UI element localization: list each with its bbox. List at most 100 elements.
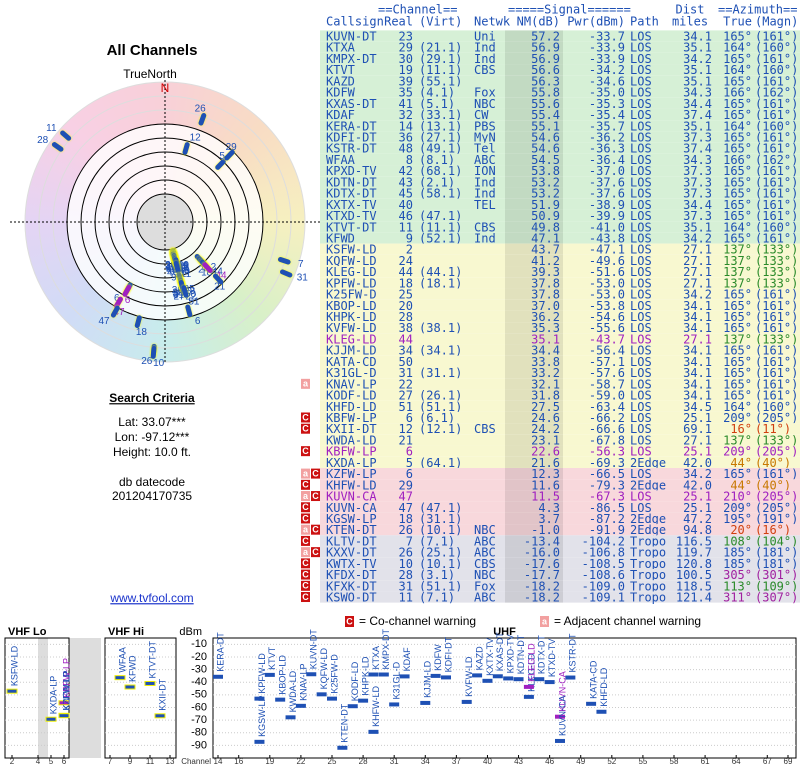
cell: KLEG-LD xyxy=(326,332,377,346)
signal-bar xyxy=(503,676,514,681)
nm-column-shade xyxy=(505,176,563,188)
nm-column-shade xyxy=(505,41,563,53)
cell: KSFW-LD xyxy=(326,243,377,257)
cell: (161°) xyxy=(755,467,798,481)
cell: (104°) xyxy=(755,534,798,548)
column-header: True xyxy=(723,15,752,29)
cell: (162°) xyxy=(755,153,798,167)
x-tick-label: 64 xyxy=(732,757,741,766)
cell: 37.8 xyxy=(531,276,560,290)
y-tick-label: -40 xyxy=(191,676,207,688)
warning-letter: a xyxy=(303,379,309,389)
station-label: 24 xyxy=(198,265,210,276)
cell: -53.0 xyxy=(589,288,625,302)
cell: LOS xyxy=(630,344,652,358)
cell: (11.1) xyxy=(419,220,462,234)
cell: 35 xyxy=(399,86,413,100)
cell: 31 xyxy=(399,366,413,380)
warning-icon xyxy=(301,580,310,591)
station-label: 18 xyxy=(136,327,148,338)
cell: (161°) xyxy=(755,198,798,212)
cell: 51.9 xyxy=(531,198,560,212)
cell: ABC xyxy=(474,546,496,560)
cell: -43.8 xyxy=(589,231,625,245)
station-mark xyxy=(212,273,224,285)
station-mark xyxy=(280,269,293,278)
cell: KGSW-LP xyxy=(326,512,377,526)
cell: CBS xyxy=(474,422,496,436)
signal-label: KDFI-DT xyxy=(443,636,453,672)
cell: KODF-LD xyxy=(326,389,377,403)
cell: Ind xyxy=(474,52,496,66)
cell: 35.1 xyxy=(683,41,712,55)
cell: (205°) xyxy=(755,411,798,425)
cell: KFDX-DT xyxy=(326,568,377,582)
cell: (58.1) xyxy=(419,187,462,201)
cell: -108.5 xyxy=(582,557,625,571)
cell: LOS xyxy=(630,321,652,335)
cell: Tropo xyxy=(630,568,666,582)
station-mark xyxy=(51,142,64,152)
cell: 37.4 xyxy=(683,142,712,156)
x-tick-label: 40 xyxy=(483,757,492,766)
cell: CBS xyxy=(474,557,496,571)
cell: (160°) xyxy=(755,119,798,133)
warning-icon xyxy=(301,547,310,558)
cell: (5.1) xyxy=(419,97,455,111)
cell: (11°) xyxy=(755,422,791,436)
signal-label: KLEG-LD xyxy=(526,643,536,682)
cell: KTXD-TV xyxy=(326,209,377,223)
cell: 37.3 xyxy=(683,175,712,189)
nm-column-shade xyxy=(505,557,563,569)
cell: 24 xyxy=(399,254,413,268)
station-label: 6 xyxy=(114,293,120,304)
signal-bar xyxy=(420,700,431,705)
cell: 18 xyxy=(399,512,413,526)
station-label: 6 xyxy=(125,295,131,306)
cell: (7.1) xyxy=(419,591,455,605)
row-background xyxy=(320,322,800,334)
cell: 37.0 xyxy=(531,299,560,313)
cell: 165° xyxy=(723,130,752,144)
signal-label: KZFW-LP xyxy=(61,671,71,710)
cell: 6 xyxy=(406,445,413,459)
cell: -43.7 xyxy=(589,332,625,346)
cell: Tropo xyxy=(630,591,666,605)
cell: KUVN-CA xyxy=(326,501,377,515)
cell: 137° xyxy=(723,276,752,290)
cell: -56.3 xyxy=(589,445,625,459)
signal-bar xyxy=(513,677,524,682)
cell: 137° xyxy=(723,243,752,257)
signal-label: KSTR-DT xyxy=(568,633,578,672)
row-background xyxy=(320,221,800,233)
cell: (31.1) xyxy=(419,512,462,526)
row-background xyxy=(320,277,800,289)
cell: 19 xyxy=(399,63,413,77)
station-mark xyxy=(182,142,190,155)
station-label: 12 xyxy=(190,132,202,143)
nm-column-shade xyxy=(505,580,563,592)
signal-label: KTEN-DT xyxy=(340,703,350,742)
x-tick-label: 19 xyxy=(265,757,274,766)
site-link[interactable]: www.tvfool.com xyxy=(109,591,193,605)
cell: (161°) xyxy=(755,97,798,111)
cell: -87.2 xyxy=(589,512,625,526)
cell: 34.1 xyxy=(683,30,712,44)
cell: 69.1 xyxy=(683,422,712,436)
cell: 35.1 xyxy=(683,220,712,234)
nm-column-shade xyxy=(505,512,563,525)
x-tick-label: 46 xyxy=(545,757,554,766)
row-background xyxy=(320,535,800,547)
cell: 165° xyxy=(723,321,752,335)
cell: (133°) xyxy=(755,265,798,279)
x-tick-label: 4 xyxy=(36,757,41,766)
warning-letter: C xyxy=(312,468,319,478)
cell: (34.1) xyxy=(419,344,462,358)
signal-label: KHFW-LD xyxy=(371,686,381,727)
signal-bar xyxy=(482,678,493,683)
cell: 34.3 xyxy=(683,153,712,167)
signal-bar xyxy=(430,673,441,678)
nm-column-shade xyxy=(505,333,563,345)
cell: 185° xyxy=(723,557,752,571)
signal-label: KBFW-LP xyxy=(61,658,71,698)
